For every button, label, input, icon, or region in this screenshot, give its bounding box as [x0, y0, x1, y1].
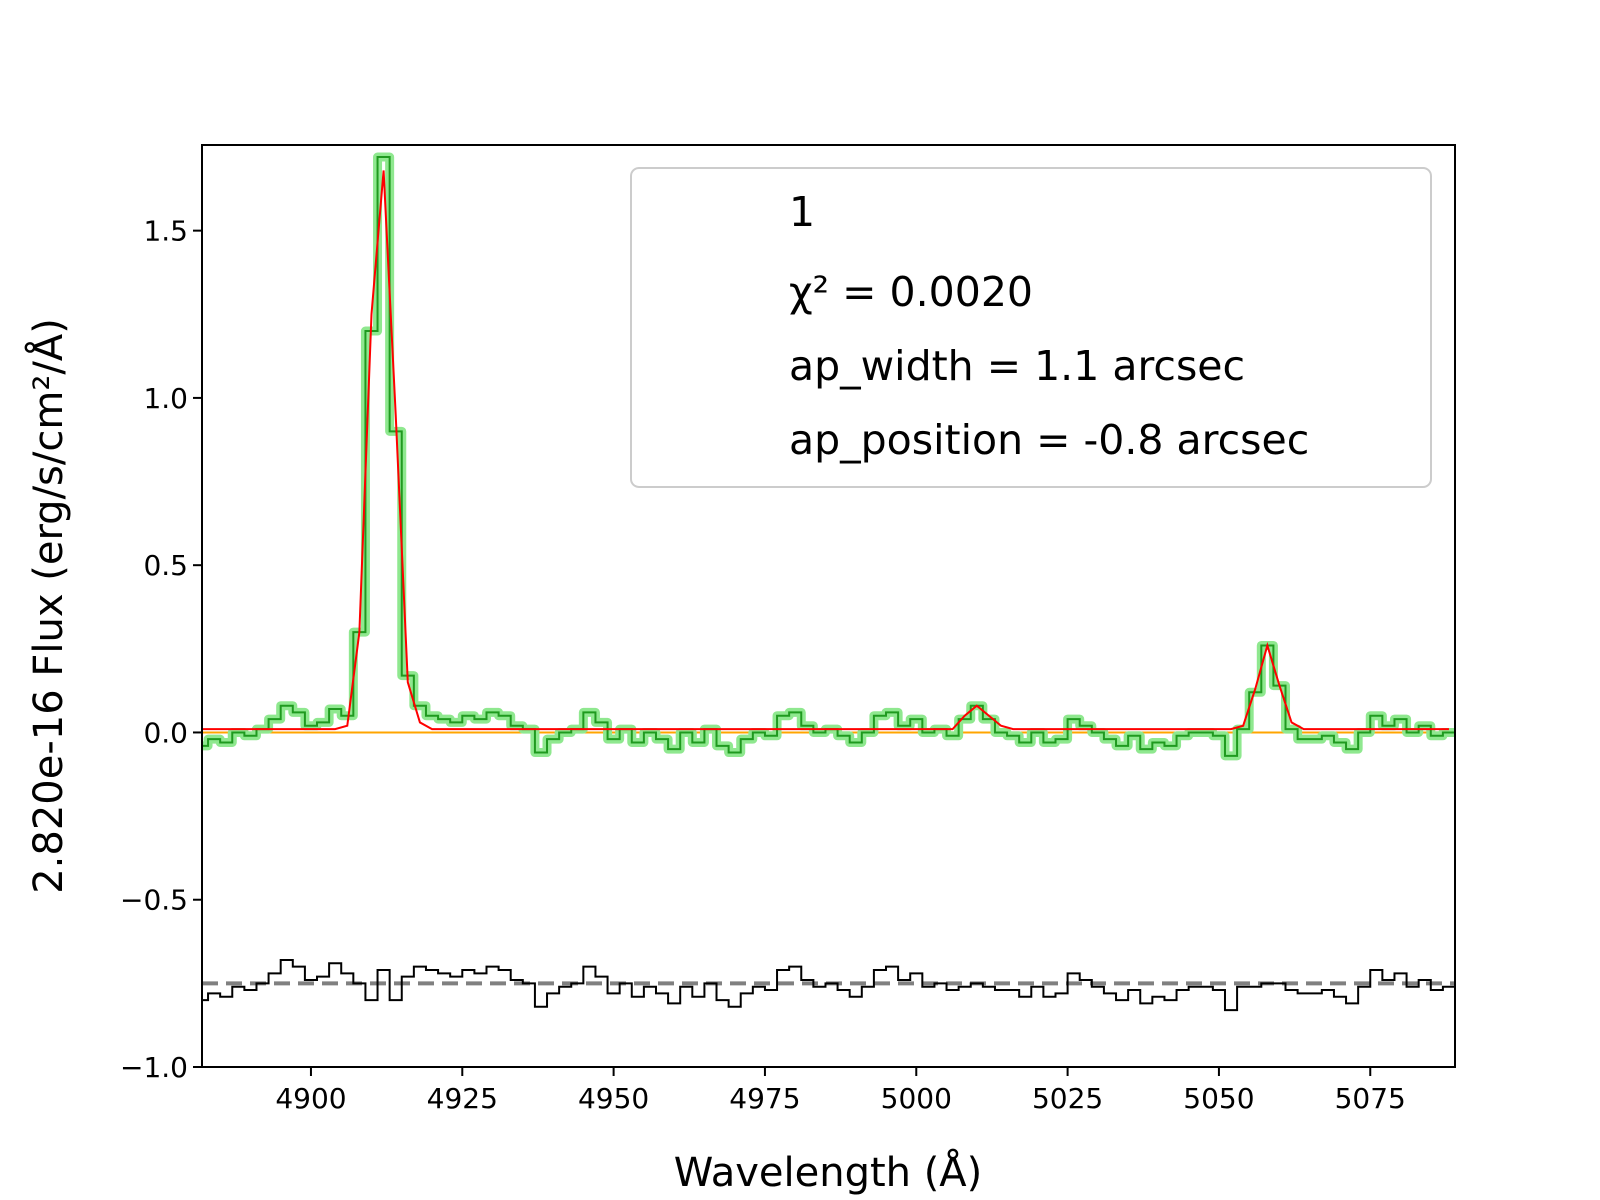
x-tick-label: 5025 [1032, 1082, 1103, 1115]
residual-line [202, 958, 1455, 1012]
y-axis-label: 2.820e-16 Flux (erg/s/cm²/Å) [24, 318, 72, 894]
x-tick-label: 4950 [578, 1082, 649, 1115]
model-line [202, 170, 1449, 731]
legend: 1 χ² = 0.0020 ap_width = 1.1 arcsec ap_p… [630, 167, 1432, 488]
plot-area [202, 152, 1455, 1012]
x-tick-label: 5050 [1183, 1082, 1254, 1115]
x-tick-label: 4925 [427, 1082, 498, 1115]
legend-text: ap_width = 1.1 arcsec [789, 342, 1245, 390]
x-tick-label: 5000 [881, 1082, 952, 1115]
x-tick-label: 4900 [275, 1082, 346, 1115]
y-tick-label: 0.5 [143, 549, 188, 582]
legend-box [630, 167, 1432, 488]
axes-frame [201, 144, 1456, 1068]
legend-text: 1 [789, 188, 815, 236]
y-tick-label: 0.0 [143, 716, 188, 749]
legend-text: ap_position = -0.8 arcsec [789, 416, 1309, 464]
y-tick-label: 1.0 [143, 382, 188, 415]
y-tick-label: −1.0 [120, 1051, 188, 1084]
spectrum-line [202, 156, 1455, 757]
legend-text: χ² = 0.0020 [789, 268, 1033, 316]
y-tick-label: 1.5 [143, 215, 188, 248]
x-axis-label: Wavelength (Å) [674, 1148, 983, 1196]
x-tick-label: 5075 [1335, 1082, 1406, 1115]
x-tick-label: 4975 [729, 1082, 800, 1115]
y-tick-label: −0.5 [120, 884, 188, 917]
